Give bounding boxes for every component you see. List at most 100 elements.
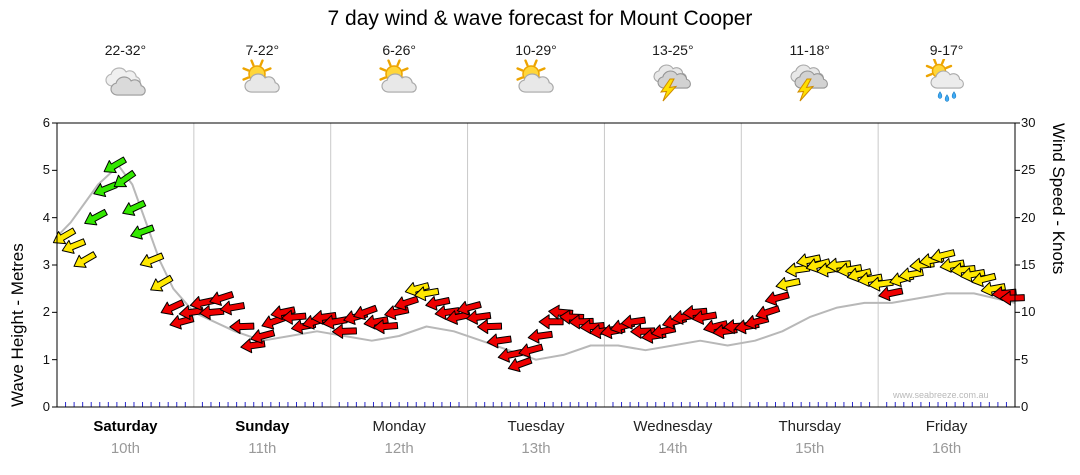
day-label: Tuesday 13th (468, 418, 605, 457)
right-axis-tick-label: 30 (1021, 115, 1036, 130)
day-date: 14th (658, 440, 688, 457)
day-summary: 11-18° (741, 42, 878, 108)
wind-arrow (538, 314, 564, 330)
wind-arrow (764, 291, 790, 306)
wind-arrow (796, 253, 822, 269)
wind-arrow (281, 309, 307, 325)
wind-arrow (270, 305, 296, 321)
left-axis-tick-label: 2 (42, 304, 50, 320)
wind-arrow (527, 328, 553, 344)
day-temperature: 6-26° (382, 42, 416, 58)
wind-arrow (559, 309, 585, 325)
day-temperature: 7-22° (245, 42, 280, 58)
wind-arrow (960, 267, 986, 283)
wind-arrow (456, 300, 482, 316)
weather-icon-wrap (512, 59, 560, 108)
wind-arrow (682, 305, 708, 320)
plot-border (56, 122, 1016, 408)
day-summary: 13-25° (604, 42, 741, 108)
right-axis-tick-label: 15 (1021, 257, 1036, 272)
day-name: Thursday (778, 418, 841, 435)
day-summary: 6-26° (331, 42, 468, 108)
day-date: 15th (795, 440, 825, 457)
day-name: Monday (372, 418, 426, 435)
right-axis-tick-label: 20 (1021, 209, 1036, 225)
day-summaries-row: 22-32° 7-22° 6-26° 10-29° 13-25° 11-18° 9-17° (57, 42, 1015, 108)
day-name: Tuesday (507, 418, 565, 435)
day-name: Sunday (235, 418, 290, 435)
wind-arrow (353, 304, 378, 321)
day-name: Wednesday (633, 418, 713, 435)
day-name: Friday (925, 418, 968, 435)
day-label: Thursday 15th (741, 418, 878, 457)
wind-arrow (497, 347, 523, 363)
cloudy-icon (105, 67, 147, 96)
wind-arrow (331, 323, 357, 339)
right-axis-tick-label: 10 (1021, 304, 1036, 320)
left-axis-tick-label: 6 (42, 115, 50, 130)
wind-arrow (150, 274, 174, 292)
left-axis-tick-label: 5 (42, 162, 50, 178)
wind-arrow (939, 257, 965, 273)
day-date: 13th (521, 440, 551, 457)
wind-arrow (878, 286, 904, 302)
wind-arrow (122, 199, 147, 216)
weather-icon-wrap (375, 59, 423, 108)
right-axis-tick-label: 25 (1021, 162, 1036, 178)
right-axis-tick-label: 5 (1021, 351, 1029, 367)
day-temperature: 11-18° (789, 42, 830, 58)
wind-arrow (139, 252, 165, 269)
day-label: Sunday 11th (194, 418, 331, 457)
watermark: www.seabreeze.com.au (893, 390, 989, 400)
wind-arrow (568, 314, 594, 330)
wind-arrow (837, 262, 863, 278)
wind-arrow (93, 181, 118, 198)
right-axis-label: Wind Speed - Knots (1049, 123, 1068, 275)
thunderstorm-icon (653, 64, 691, 102)
day-date: 10th (110, 440, 141, 457)
wind-arrow (209, 291, 235, 306)
wind-arrow (630, 323, 656, 339)
wind-arrow (160, 299, 185, 316)
wind-arrow (61, 238, 87, 254)
wind-arrow (363, 314, 389, 330)
wind-arrow (466, 309, 492, 325)
day-label: Saturday 10th (57, 418, 194, 457)
wind-arrow (518, 343, 544, 358)
chart-title: 7 day wind & wave forecast for Mount Coo… (327, 7, 753, 30)
wind-arrow (52, 227, 77, 245)
wind-arrow (999, 290, 1025, 306)
wind-arrow (394, 295, 419, 311)
wind-arrow (434, 305, 460, 321)
wind-arrow (229, 319, 255, 335)
wind-arrow (507, 356, 533, 373)
wind-arrow (425, 295, 451, 311)
wind-arrow (805, 258, 831, 273)
wind-arrow (322, 314, 348, 330)
day-date: 16th (931, 440, 962, 457)
weather-icon-wrap (649, 59, 697, 108)
day-label: Wednesday 14th (604, 418, 741, 457)
partly-cloudy-icon (242, 59, 281, 93)
weather-icon-wrap (786, 59, 834, 108)
wind-arrow (103, 156, 127, 174)
wind-arrow (826, 257, 852, 273)
day-summary: 10-29° (468, 42, 605, 108)
wind-arrow (579, 319, 605, 335)
day-date: 11th (248, 440, 277, 457)
day-name: Saturday (93, 418, 158, 435)
day-summary: 22-32° (57, 42, 194, 108)
day-temperature: 13-25° (652, 42, 694, 58)
wind-arrow (219, 300, 246, 316)
wind-arrow (857, 272, 883, 287)
wind-arrow (971, 272, 997, 287)
day-summary: 9-17° (878, 42, 1015, 108)
wind-arrow (189, 295, 215, 311)
wind-arrow (250, 329, 276, 344)
wind-arrow (414, 286, 440, 302)
wind-arrow (486, 333, 512, 349)
wind-arrow (130, 224, 155, 240)
weather-icon-wrap (238, 59, 286, 108)
